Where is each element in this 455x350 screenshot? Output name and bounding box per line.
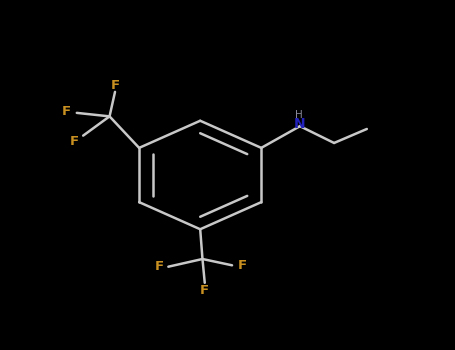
Text: F: F bbox=[70, 135, 79, 148]
Text: F: F bbox=[111, 79, 120, 92]
Text: N: N bbox=[294, 118, 306, 132]
Text: F: F bbox=[200, 284, 209, 297]
Text: F: F bbox=[238, 259, 247, 272]
Text: F: F bbox=[155, 260, 164, 273]
Text: F: F bbox=[62, 105, 71, 118]
Text: H: H bbox=[295, 110, 303, 120]
